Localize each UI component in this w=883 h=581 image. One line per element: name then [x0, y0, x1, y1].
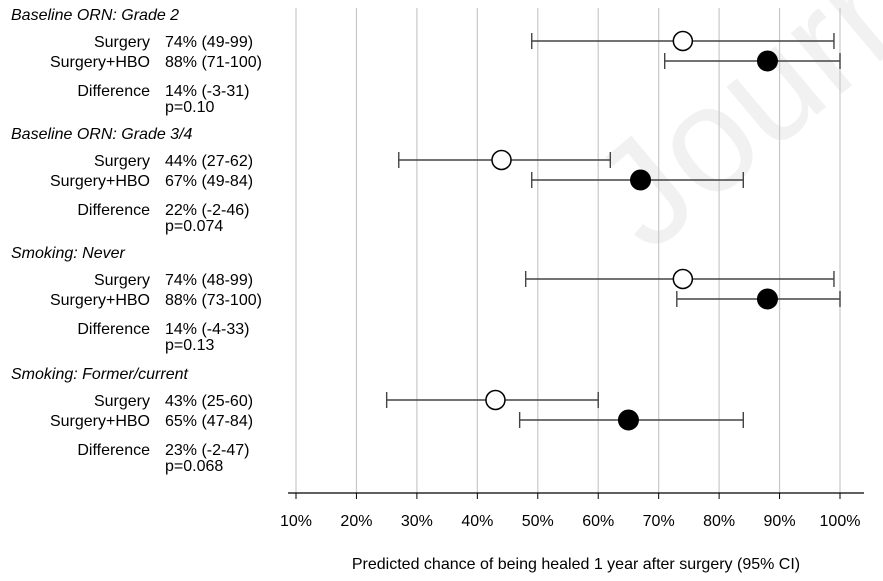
row-label: Surgery+HBO: [50, 292, 150, 309]
group-title: Baseline ORN: Grade 2: [11, 7, 179, 24]
difference-value: 23% (-2-47): [165, 442, 249, 459]
group-title: Smoking: Never: [11, 245, 125, 262]
estimate-filled-marker: [756, 288, 778, 310]
x-tick-label: 90%: [764, 513, 796, 530]
x-axis-label: Predicted chance of being healed 1 year …: [352, 556, 800, 573]
difference-label: Difference: [77, 442, 150, 459]
row-value: 88% (73-100): [165, 292, 262, 309]
estimate-open-marker: [672, 30, 694, 52]
difference-label: Difference: [77, 321, 150, 338]
x-tick-label: 10%: [280, 513, 312, 530]
p-value: p=0.074: [165, 218, 223, 235]
x-tick-label: 40%: [461, 513, 493, 530]
estimate-open-marker: [672, 268, 694, 290]
estimate-filled-marker: [630, 169, 652, 191]
x-tick-label: 80%: [703, 513, 735, 530]
difference-label: Difference: [77, 83, 150, 100]
row-label: Surgery+HBO: [50, 54, 150, 71]
group-title: Baseline ORN: Grade 3/4: [11, 126, 193, 143]
x-axis: 10% 20% 30% 40% 50% 60% 70% 80% 90% 100%: [280, 492, 864, 530]
gridlines: [295, 8, 841, 493]
x-tick-label: 20%: [340, 513, 372, 530]
row-value: 74% (48-99): [165, 272, 253, 289]
estimate-filled-marker: [756, 50, 778, 72]
row-value: 74% (49-99): [165, 34, 253, 51]
estimate-open-marker: [491, 149, 512, 171]
x-tick-label: 30%: [401, 513, 433, 530]
row-value: 65% (47-84): [165, 413, 253, 430]
group-title: Smoking: Former/current: [11, 366, 188, 383]
estimate-filled-marker: [617, 409, 639, 431]
estimate-open-marker: [485, 389, 506, 411]
row-value: 88% (71-100): [165, 54, 262, 71]
forest-group: Smoking: Never Surgery 74% (48-99) Surgery+…: [11, 245, 841, 354]
x-tick-label: 70%: [643, 513, 675, 530]
row-value: 67% (49-84): [165, 173, 253, 190]
row-value: 44% (27-62): [165, 153, 253, 170]
row-label: Surgery: [94, 393, 150, 410]
difference-value: 22% (-2-46): [165, 202, 249, 219]
forest-group: Baseline ORN: Grade 2 Surgery 74% (49-99) S…: [11, 7, 841, 116]
p-value: p=0.10: [165, 99, 214, 116]
difference-label: Difference: [77, 202, 150, 219]
x-tick-label: 100%: [820, 513, 861, 530]
row-label: Surgery: [94, 272, 150, 289]
forest-group: Smoking: Former/current Surgery 43% (25-60…: [11, 366, 744, 475]
difference-value: 14% (-3-31): [165, 83, 249, 100]
row-label: Surgery+HBO: [50, 413, 150, 430]
forest-group: Baseline ORN: Grade 3/4 Surgery 44% (27-62…: [11, 126, 744, 235]
difference-value: 14% (-4-33): [165, 321, 249, 338]
row-label: Surgery: [94, 34, 150, 51]
p-value: p=0.068: [165, 458, 223, 475]
row-value: 43% (25-60): [165, 393, 253, 410]
row-label: Surgery+HBO: [50, 173, 150, 190]
p-value: p=0.13: [165, 337, 214, 354]
x-tick-label: 60%: [582, 513, 614, 530]
x-tick-label: 50%: [522, 513, 554, 530]
row-label: Surgery: [94, 153, 150, 170]
plot-rows: Baseline ORN: Grade 2 Surgery 74% (49-99) S…: [11, 7, 841, 475]
